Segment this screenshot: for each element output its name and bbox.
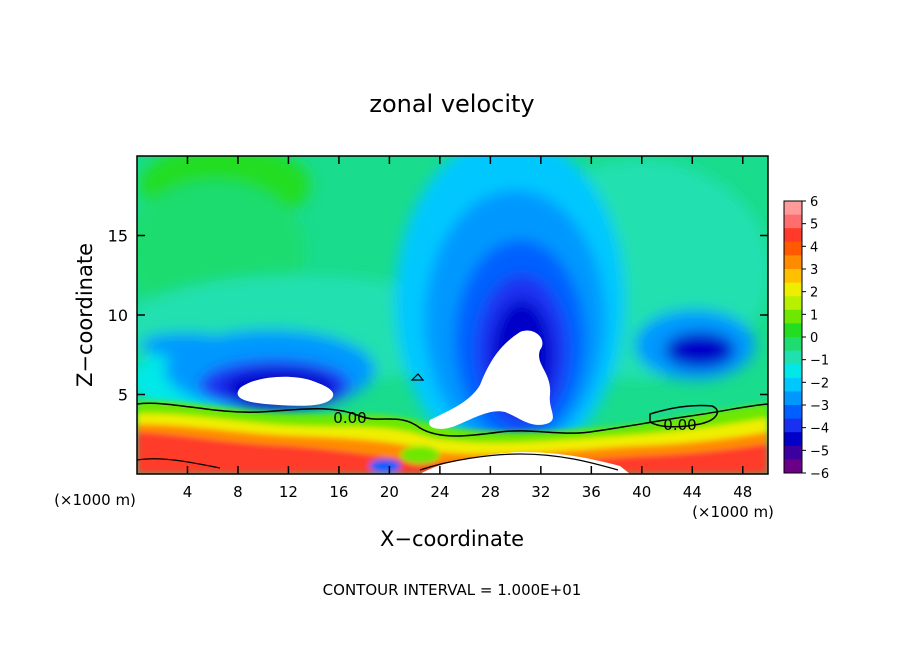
colorbar-tick-label: −2 xyxy=(810,376,829,391)
colorbar-tick-label: 6 xyxy=(810,195,818,210)
surface-green-patch xyxy=(400,446,440,464)
colorbar-swatch xyxy=(784,309,802,324)
colorbar-swatch xyxy=(784,459,802,474)
colorbar-swatch xyxy=(784,255,802,270)
colorbar: 6 5 4 3 2 1 0 −1 −2 −3 −4 −5 −6 xyxy=(783,195,829,482)
x-tick-label: 12 xyxy=(279,483,298,501)
x-tick-label: 24 xyxy=(430,483,449,501)
colorbar-tick-label: −6 xyxy=(810,467,829,482)
x-tick-label: 44 xyxy=(683,483,702,501)
x-tick-label: 36 xyxy=(582,483,601,501)
colorbar-swatch xyxy=(784,350,802,365)
colorbar-swatch xyxy=(784,214,802,229)
y-tick-label: 5 xyxy=(118,386,128,405)
colorbar-tick-label: 5 xyxy=(810,218,818,233)
contour-interval-note: CONTOUR INTERVAL = 1.000E+01 xyxy=(323,581,582,599)
x-tick-label: 32 xyxy=(531,483,550,501)
colorbar-swatch xyxy=(784,228,802,243)
white-region-left xyxy=(237,376,334,406)
y-axis-ticks: 5 10 15 xyxy=(108,227,768,405)
x-tick-label: 40 xyxy=(632,483,651,501)
colorbar-tick-label: 0 xyxy=(810,331,818,346)
colorbar-tick-label: 1 xyxy=(810,308,818,323)
colorbar-swatch xyxy=(784,323,802,338)
left-streak xyxy=(140,333,230,357)
chart-title: zonal velocity xyxy=(369,90,534,118)
colorbar-swatch xyxy=(784,282,802,297)
zero-contour-main xyxy=(137,402,768,437)
colorbar-swatch xyxy=(784,432,802,447)
colorbar-swatch xyxy=(784,337,802,352)
colorbar-swatch xyxy=(784,201,802,216)
colorbar-tick-label: −5 xyxy=(810,444,829,459)
x-unit-left: (×1000 m) xyxy=(54,491,136,509)
colorbar-swatch xyxy=(784,296,802,311)
x-tick-label: 8 xyxy=(233,483,243,501)
colorbar-tick-label: 2 xyxy=(810,286,818,301)
colorbar-swatch xyxy=(784,377,802,392)
contour-label-left: 0.00 xyxy=(333,409,366,427)
x-tick-label: 48 xyxy=(733,483,752,501)
x-tick-label: 16 xyxy=(329,483,348,501)
colorbar-swatch xyxy=(784,364,802,379)
x-tick-label: 20 xyxy=(380,483,399,501)
colorbar-swatch xyxy=(784,269,802,284)
x-tick-label: 28 xyxy=(481,483,500,501)
colorbar-swatch xyxy=(784,241,802,256)
colorbar-tick-label: 4 xyxy=(810,240,818,255)
x-tick-label: 4 xyxy=(183,483,193,501)
y-axis-label: Z−coordinate xyxy=(73,243,97,387)
zero-contour-small xyxy=(410,373,425,381)
x-axis-label: X−coordinate xyxy=(380,527,524,551)
colorbar-swatch xyxy=(784,391,802,406)
white-region-jet xyxy=(429,330,553,429)
colorbar-tick-label: 3 xyxy=(810,263,818,278)
surface-blue-patch xyxy=(369,459,401,473)
colorbar-swatch xyxy=(784,445,802,460)
velocity-field xyxy=(137,156,768,474)
x-axis-ticks: 4 8 12 16 20 24 28 32 36 40 44 48 xyxy=(183,156,752,501)
x-unit-right: (×1000 m) xyxy=(692,503,774,521)
colorbar-tick-label: −1 xyxy=(810,354,829,369)
y-tick-label: 15 xyxy=(108,227,128,246)
right-easterly-core xyxy=(665,332,735,368)
colorbar-tick-label: −4 xyxy=(810,422,829,437)
colorbar-tick-label: −3 xyxy=(810,399,829,414)
y-tick-label: 10 xyxy=(108,306,128,325)
colorbar-swatch xyxy=(784,418,802,433)
contour-label-right: 0.00 xyxy=(663,416,696,434)
zero-contour-right xyxy=(649,404,719,428)
zero-contour-surface xyxy=(137,453,619,471)
colorbar-swatch xyxy=(784,405,802,420)
